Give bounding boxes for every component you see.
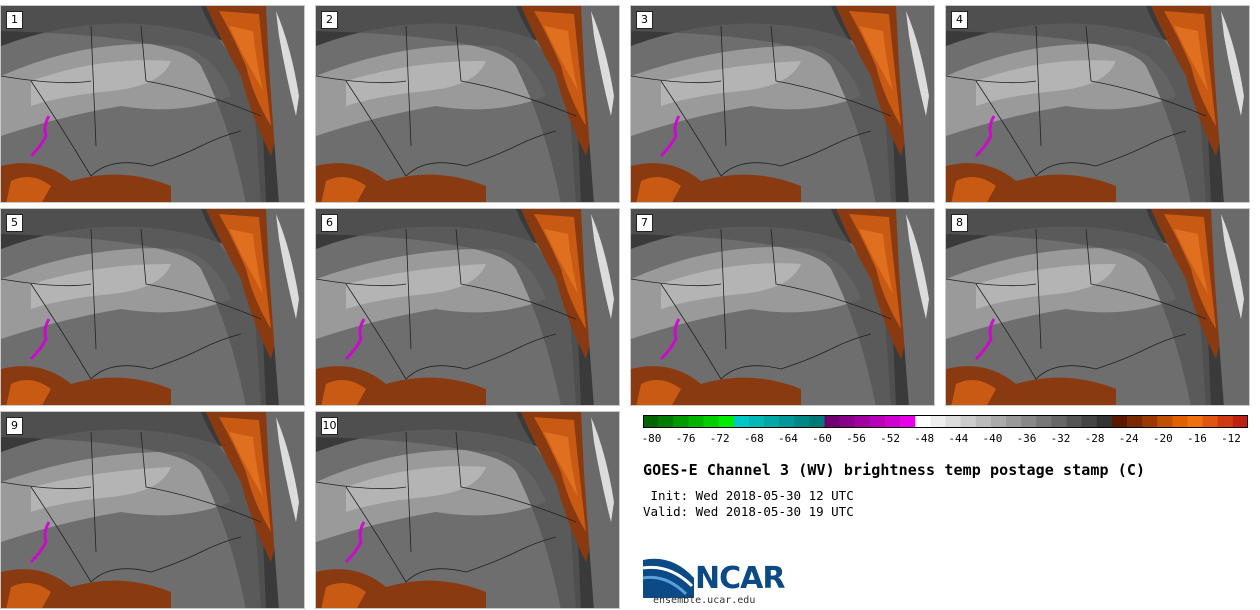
colorbar-tick-label: -36 (1016, 432, 1037, 445)
colorbar-swatch (1081, 415, 1098, 428)
colorbar-swatch (703, 415, 720, 428)
colorbar-swatch (1157, 415, 1173, 428)
panel-number: 1 (6, 11, 23, 29)
colorbar-tick-label: -52 (880, 432, 901, 445)
colorbar-tick-label: -20 (1152, 432, 1173, 445)
colorbar-swatch (900, 415, 916, 428)
colorbar-tick-label: -40 (982, 432, 1003, 445)
colorbar-tick-label: -28 (1084, 432, 1105, 445)
colorbar-tick-label: -48 (914, 432, 935, 445)
colorbar-tick-label: -32 (1050, 432, 1071, 445)
colorbar-swatch (809, 415, 826, 428)
colorbar-swatch (748, 415, 765, 428)
satellite-map (316, 209, 619, 405)
satellite-map (1, 209, 304, 405)
colorbar-swatch (1021, 415, 1037, 428)
postage-stamp-panel: 8 (945, 208, 1250, 406)
colorbar-swatch (1111, 415, 1128, 428)
satellite-map (316, 6, 619, 202)
init-time: Init: Wed 2018-05-30 12 UTC (643, 488, 854, 503)
panel-number: 4 (951, 11, 968, 29)
colorbar-swatch (688, 415, 705, 428)
postage-stamp-panel: 1 (0, 5, 305, 203)
valid-time: Valid: Wed 2018-05-30 19 UTC (643, 504, 854, 519)
colorbar-swatch (658, 415, 674, 428)
colorbar-tick-label: -12 (1221, 432, 1241, 445)
colorbar-tick-label: -16 (1186, 432, 1207, 445)
panel-number: 5 (6, 214, 23, 232)
colorbar-swatch (1051, 415, 1068, 428)
postage-stamp-panel: 3 (630, 5, 935, 203)
panel-number: 2 (321, 11, 338, 29)
panel-number: 6 (321, 214, 338, 232)
panel-number: 8 (951, 214, 968, 232)
panel-number: 10 (321, 417, 338, 435)
colorbar-swatch (673, 415, 689, 428)
postage-stamp-panel: 7 (630, 208, 935, 406)
colorbar-tick-label: -56 (846, 432, 866, 445)
colorbar-swatch (1172, 415, 1189, 428)
colorbar (643, 415, 1248, 428)
colorbar-tick-label: -68 (743, 432, 764, 445)
colorbar-swatch (1127, 415, 1143, 428)
satellite-map (946, 6, 1249, 202)
satellite-map (631, 6, 934, 202)
figure-title: GOES-E Channel 3 (WV) brightness temp po… (643, 461, 1146, 479)
colorbar-swatch (839, 415, 856, 428)
colorbar-frame (643, 415, 1248, 428)
ncar-logo-icon (642, 558, 694, 598)
colorbar-swatch (1036, 415, 1052, 428)
colorbar-swatch (885, 415, 901, 428)
colorbar-swatch (1217, 415, 1234, 428)
postage-stamp-panel: 2 (315, 5, 620, 203)
colorbar-tick-label: -72 (709, 432, 730, 445)
colorbar-swatch (764, 415, 780, 428)
colorbar-swatch (869, 415, 886, 428)
satellite-map (1, 412, 304, 608)
colorbar-swatch (990, 415, 1007, 428)
ncar-logo-text: NCAR (695, 561, 785, 596)
colorbar-swatch (1066, 415, 1083, 428)
colorbar-tick-labels: -80 -76 -72 -68 -64 -60 -56 -52 -48 -44 -40 -36 -32-… (641, 430, 1248, 450)
postage-stamp-panel: 4 (945, 5, 1250, 203)
colorbar-swatch (718, 415, 735, 428)
colorbar-swatch (1187, 415, 1204, 428)
colorbar-tick-label: -44 (948, 432, 969, 445)
colorbar-tick-label: -24 (1118, 432, 1139, 445)
colorbar-tick-label: -80 (641, 432, 662, 445)
panel-number: 3 (636, 11, 653, 29)
colorbar-swatch (930, 415, 947, 428)
website-url: ensemble.ucar.edu (653, 595, 756, 606)
satellite-map (316, 412, 619, 608)
colorbar-tick-label: -60 (811, 432, 832, 445)
colorbar-swatch (945, 415, 962, 428)
postage-stamp-panel: 9 (0, 411, 305, 609)
time-info: Init: Wed 2018-05-30 12 UTC Valid: Wed 20… (643, 488, 854, 520)
postage-stamp-panel: 10 (315, 411, 620, 609)
colorbar-swatch (794, 415, 810, 428)
colorbar-swatch (824, 415, 841, 428)
satellite-map (1, 6, 304, 202)
panel-number: 9 (6, 417, 23, 435)
colorbar-swatch (733, 415, 750, 428)
colorbar-swatch (975, 415, 992, 428)
colorbar-swatch (1006, 415, 1022, 428)
colorbar-swatch (779, 415, 795, 428)
colorbar-swatch (1096, 415, 1113, 428)
colorbar-swatch (854, 415, 871, 428)
colorbar-tick-label: -76 (675, 432, 696, 445)
satellite-map (631, 209, 934, 405)
satellite-map (946, 209, 1249, 405)
postage-stamp-panel: 6 (315, 208, 620, 406)
colorbar-swatch (915, 415, 931, 428)
colorbar-swatch (1232, 415, 1248, 428)
colorbar-swatch (643, 415, 659, 428)
colorbar-swatch (1142, 415, 1158, 428)
panel-number: 7 (636, 214, 653, 232)
postage-stamp-panel: 5 (0, 208, 305, 406)
colorbar-tick-label: -64 (777, 432, 798, 445)
colorbar-swatch (1202, 415, 1219, 428)
colorbar-swatch (960, 415, 977, 428)
